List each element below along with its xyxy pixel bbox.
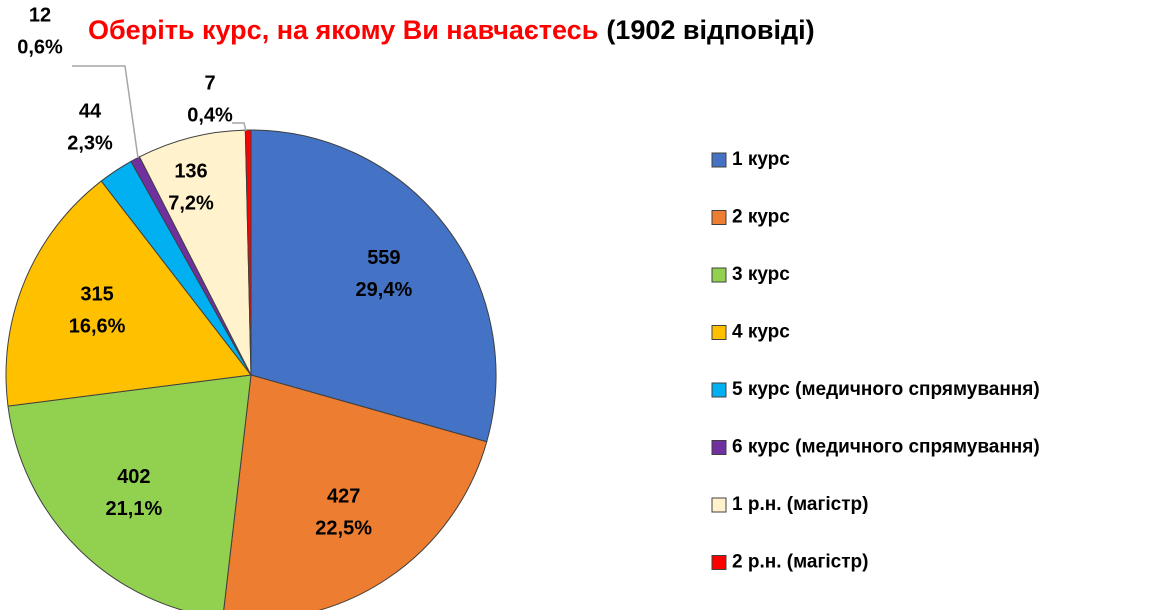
legend-label: 2 р.н. (магістр)	[732, 552, 868, 573]
legend-swatch	[711, 382, 727, 398]
legend-label: 1 р.н. (магістр)	[732, 494, 868, 515]
legend-label: 2 курс	[732, 207, 790, 228]
chart-title: Оберіть курс, на якому Ви навчаєтесь (190…	[88, 15, 815, 45]
data-label-count: 315	[80, 283, 113, 305]
data-label-share: 2,3%	[67, 132, 113, 154]
legend-swatch	[711, 555, 727, 570]
legend-label: 6 курс (медичного спрямування)	[732, 437, 1040, 458]
pie-slice	[5, 180, 252, 407]
title-main: Оберіть курс, на якому Ви навчаєтесь	[88, 15, 598, 45]
pie-slice	[223, 374, 488, 610]
data-label-count: 559	[367, 247, 400, 269]
data-label-count: 7	[204, 72, 215, 94]
pie-slice	[138, 129, 252, 376]
data-label-count: 427	[327, 486, 360, 508]
legend-swatch	[711, 497, 727, 513]
data-label-share: 16,6%	[69, 315, 126, 337]
legend-label: 5 курс (медичного спрямування)	[732, 379, 1040, 400]
data-label-share: 0,4%	[187, 104, 233, 126]
legend-label: 3 курс	[732, 264, 790, 285]
data-label-share: 22,5%	[315, 518, 372, 540]
data-label-share: 21,1%	[106, 498, 163, 520]
leader-line	[232, 122, 247, 132]
legend-swatch	[711, 267, 727, 283]
data-label-count: 44	[79, 100, 102, 122]
legend-label: 1 курс	[732, 149, 790, 170]
data-label-share: 29,4%	[356, 279, 413, 301]
legend-swatch	[711, 152, 727, 168]
pie-slice	[250, 129, 497, 443]
legend-swatch	[711, 210, 727, 225]
legend-swatch	[711, 440, 727, 455]
data-label-count: 12	[29, 4, 51, 26]
data-label-share: 0,6%	[17, 36, 63, 58]
legend-swatch	[711, 325, 727, 340]
data-label-count: 402	[117, 466, 150, 488]
data-label-share: 7,2%	[168, 192, 214, 214]
leader-line	[72, 65, 139, 159]
pie-slice	[7, 374, 252, 610]
legend-label: 4 курс	[732, 322, 790, 343]
data-label-count: 136	[174, 160, 207, 182]
title-note: (1902 відповіді)	[606, 15, 814, 45]
